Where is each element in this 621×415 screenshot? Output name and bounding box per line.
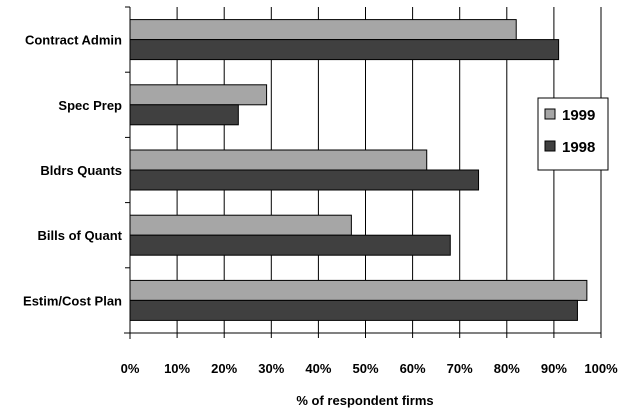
x-tick-label: 80% bbox=[494, 361, 520, 376]
tick-labels: 0% 10% 20% 30% 40% 50% 60% 70% 80% 90% 100% bbox=[121, 361, 618, 376]
bar-1998-bldrs-quants bbox=[129, 169, 480, 191]
x-tick-label: 10% bbox=[164, 361, 190, 376]
legend-label-1998: 1998 bbox=[562, 139, 595, 156]
bar-1999-bldrs-quants bbox=[129, 149, 428, 171]
x-tick-label: 20% bbox=[211, 361, 237, 376]
legend-swatch-1999 bbox=[544, 108, 556, 120]
category-labels: Contract Admin Spec Prep Bldrs Quants Bills… bbox=[23, 33, 123, 309]
x-tick-label: 50% bbox=[352, 361, 378, 376]
bar-1998-estim-cost-plan bbox=[129, 299, 578, 321]
x-axis-title: % of respondent firms bbox=[296, 393, 433, 408]
category-label-bills-of-quant: Bills of Quant bbox=[38, 228, 123, 243]
bars bbox=[129, 19, 588, 321]
legend: 1999 1998 bbox=[537, 97, 609, 171]
category-label-spec-prep: Spec Prep bbox=[58, 98, 122, 113]
category-label-estim-cost-plan: Estim/Cost Plan bbox=[23, 293, 122, 308]
x-tick-label: 90% bbox=[541, 361, 567, 376]
category-label-contract-admin: Contract Admin bbox=[25, 33, 122, 48]
x-tick-label: 60% bbox=[400, 361, 426, 376]
x-tick-label: 100% bbox=[584, 361, 618, 376]
x-tick-label: 40% bbox=[305, 361, 331, 376]
category-label-bldrs-quants: Bldrs Quants bbox=[40, 163, 122, 178]
bar-1999-spec-prep bbox=[129, 84, 268, 106]
x-tick-label: 70% bbox=[447, 361, 473, 376]
bar-1999-estim-cost-plan bbox=[129, 279, 588, 301]
bar-1998-bills-of-quant bbox=[129, 234, 451, 256]
legend-label-1999: 1999 bbox=[562, 107, 595, 124]
bar-1998-spec-prep bbox=[129, 104, 239, 126]
legend-swatch-1998 bbox=[544, 140, 556, 152]
bar-1999-bills-of-quant bbox=[129, 214, 352, 236]
x-tick-label: 30% bbox=[258, 361, 284, 376]
x-tick-label: 0% bbox=[121, 361, 140, 376]
axes bbox=[124, 6, 602, 339]
bar-1999-contract-admin bbox=[129, 19, 517, 41]
bar-1998-contract-admin bbox=[129, 39, 560, 61]
